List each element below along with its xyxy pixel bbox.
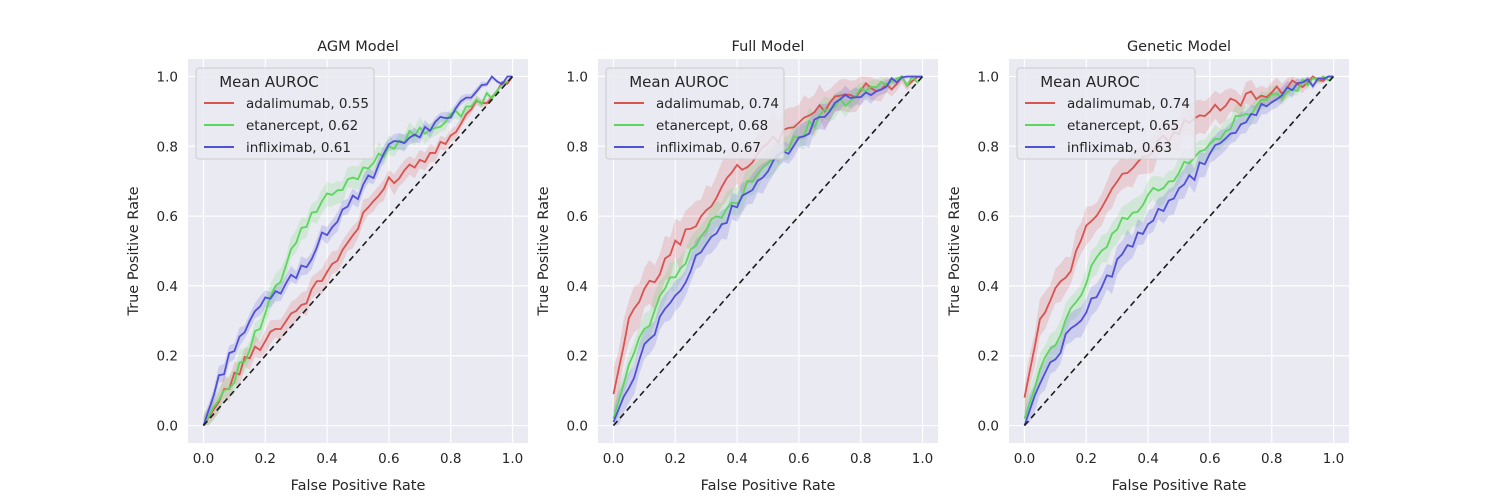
x-tick-label: 0.8 (440, 451, 461, 467)
x-axis-label: False Positive Rate (291, 478, 426, 494)
panel-title: AGM Model (317, 39, 399, 55)
x-tick-label: 0.6 (378, 451, 399, 467)
x-tick-label: 0.8 (850, 451, 871, 467)
x-tick-label: 0.6 (1199, 451, 1220, 467)
legend-entry-adalimumab: adalimumab, 0.55 (246, 96, 369, 112)
chance-diagonal (612, 75, 924, 427)
x-tick-label: 1.0 (1323, 451, 1344, 467)
x-tick-label: 0.0 (603, 451, 624, 467)
legend-entry-adalimumab: adalimumab, 0.74 (1067, 96, 1190, 112)
x-axis-label: False Positive Rate (1112, 478, 1247, 494)
chance-diagonal (1023, 75, 1335, 427)
y-tick-label: 1.0 (978, 69, 999, 85)
y-tick-label: 0.0 (567, 419, 588, 435)
y-tick-label: 0.0 (978, 419, 999, 435)
roc-line-infliximab (612, 75, 923, 423)
y-tick-label: 0.6 (978, 209, 999, 225)
legend-box (605, 67, 785, 160)
legend-entry-etanercept: etanercept, 0.65 (1067, 118, 1179, 134)
y-tick-label: 0.8 (157, 139, 178, 155)
x-tick-label: 1.0 (502, 451, 523, 467)
panel-title: Genetic Model (1127, 39, 1231, 55)
roc-line-etanercept (202, 75, 514, 426)
chance-diagonal (202, 75, 514, 427)
legend-box (195, 67, 375, 160)
roc-line-adalimumab (202, 75, 514, 426)
y-tick-label: 1.0 (567, 69, 588, 85)
x-tick-label: 0.4 (1137, 451, 1158, 467)
legend-title: Mean AUROC (629, 73, 729, 91)
confidence-band-etanercept (203, 76, 513, 426)
y-tick-label: 0.8 (567, 139, 588, 155)
panel-full-model: 0.0 0.2 0.4 0.6 0.8 1.0 0.0 0.2 0.4 0.6 0.8 1.0 Full… (536, 39, 938, 494)
y-tick-label: 0.8 (978, 139, 999, 155)
x-tick-label: 0.4 (316, 451, 337, 467)
legend-entry-etanercept: etanercept, 0.68 (656, 118, 768, 134)
x-tick-label: 0.4 (726, 451, 747, 467)
legend-entry-adalimumab: adalimumab, 0.74 (656, 96, 779, 112)
legend-entry-infliximab: infliximab, 0.67 (656, 140, 761, 156)
legend-title: Mean AUROC (219, 73, 319, 91)
panel-agm-model: 0.0 0.2 0.4 0.6 0.8 1.0 0.0 0.2 0.4 0.6 0.8 1.0 AGM … (126, 39, 528, 494)
legend-entry-infliximab: infliximab, 0.61 (246, 140, 351, 156)
panel-title: Full Model (732, 39, 805, 55)
roc-line-etanercept (612, 74, 924, 419)
y-tick-label: 0.4 (978, 279, 999, 295)
y-tick-label: 0.2 (157, 349, 178, 365)
y-tick-label: 1.0 (157, 69, 178, 85)
x-tick-label: 0.6 (788, 451, 809, 467)
legend: Mean AUROC adalimumab, 0.74 etanercept, 0.… (605, 67, 785, 160)
x-tick-label: 0.8 (1261, 451, 1282, 467)
x-tick-label: 0.0 (193, 451, 214, 467)
y-axis-label: True Positive Rate (536, 186, 552, 316)
x-tick-label: 0.2 (665, 451, 686, 467)
x-tick-label: 1.0 (912, 451, 933, 467)
legend: Mean AUROC adalimumab, 0.55 etanercept, 0.… (195, 67, 375, 160)
y-tick-label: 0.4 (157, 279, 178, 295)
y-axis-label: True Positive Rate (947, 186, 963, 316)
roc-line-infliximab (202, 75, 513, 426)
roc-line-infliximab (1023, 75, 1334, 426)
legend-title: Mean AUROC (1040, 73, 1140, 91)
legend-entry-infliximab: infliximab, 0.63 (1067, 140, 1172, 156)
roc-line-etanercept (1023, 75, 1335, 419)
legend-entry-etanercept: etanercept, 0.62 (246, 118, 358, 134)
y-tick-label: 0.2 (978, 349, 999, 365)
y-axis-label: True Positive Rate (126, 186, 142, 316)
legend-box (1016, 67, 1196, 160)
y-tick-label: 0.2 (567, 349, 588, 365)
legend: Mean AUROC adalimumab, 0.74 etanercept, 0.… (1016, 67, 1196, 160)
x-tick-label: 0.2 (255, 451, 276, 467)
panel-genetic-model: 0.0 0.2 0.4 0.6 0.8 1.0 0.0 0.2 0.4 0.6 0.8 1.0 Gene… (947, 39, 1349, 494)
y-tick-label: 0.6 (157, 209, 178, 225)
x-tick-label: 0.2 (1076, 451, 1097, 467)
y-tick-label: 0.4 (567, 279, 588, 295)
x-axis-label: False Positive Rate (701, 478, 836, 494)
y-tick-label: 0.6 (567, 209, 588, 225)
x-tick-label: 0.0 (1014, 451, 1035, 467)
confidence-band-adalimumab (203, 76, 513, 426)
y-tick-label: 0.0 (157, 419, 178, 435)
